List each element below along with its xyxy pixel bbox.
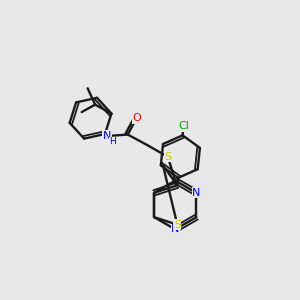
Text: N: N: [103, 131, 111, 141]
Text: O: O: [132, 113, 141, 123]
Text: Cl: Cl: [178, 122, 189, 131]
Text: N: N: [192, 188, 201, 198]
Text: S: S: [174, 220, 181, 230]
Text: N: N: [171, 224, 179, 234]
Text: S: S: [164, 152, 171, 162]
Text: H: H: [110, 137, 116, 146]
